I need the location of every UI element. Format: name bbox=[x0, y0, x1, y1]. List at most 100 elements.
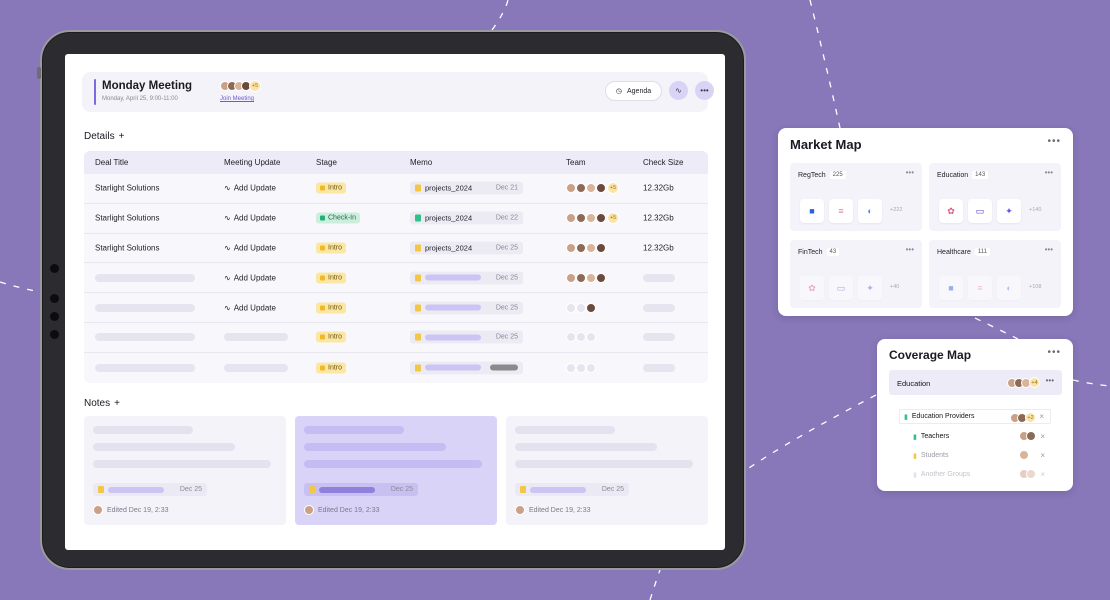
avatar bbox=[1026, 469, 1036, 479]
team-avatars[interactable] bbox=[566, 302, 596, 313]
more-options-button[interactable]: ••• bbox=[905, 168, 914, 177]
note-card-selected[interactable]: Dec 25 Edited Dec 19, 2:33 bbox=[295, 416, 497, 525]
note-file-tag[interactable]: Dec 25 bbox=[93, 483, 207, 496]
company-logo-icon[interactable]: ✦ bbox=[997, 199, 1021, 223]
more-options-button[interactable]: ••• bbox=[905, 245, 914, 254]
company-logo-icon[interactable]: ≡ bbox=[968, 276, 992, 300]
add-update-button[interactable]: ∿ Add Update bbox=[224, 303, 276, 312]
company-logo-icon[interactable]: ◐ bbox=[997, 276, 1021, 300]
company-logo-icon[interactable]: ✿ bbox=[800, 276, 824, 300]
coverage-group-education[interactable]: Education +4 ••• bbox=[889, 370, 1062, 395]
sector-regtech[interactable]: RegTech 225 ••• ■ ≡ ◐ +222 bbox=[790, 163, 922, 231]
more-options-button[interactable]: ••• bbox=[1047, 136, 1061, 147]
stage-badge[interactable]: Check-In bbox=[316, 212, 361, 224]
company-logo-icon[interactable]: ■ bbox=[800, 199, 824, 223]
close-icon[interactable]: × bbox=[1040, 432, 1045, 441]
skeleton-placeholder bbox=[425, 304, 481, 311]
column-header[interactable]: Memo bbox=[410, 158, 433, 167]
deal-title[interactable]: Starlight Solutions bbox=[95, 213, 160, 223]
sector-fintech[interactable]: FinTech 43 ••• ✿ ▭ ✦ +40 bbox=[790, 240, 922, 308]
company-logo-icon[interactable]: ≡ bbox=[829, 199, 853, 223]
camera-dot bbox=[50, 312, 59, 321]
more-options-button[interactable]: ••• bbox=[1044, 245, 1053, 254]
close-icon[interactable]: × bbox=[1040, 451, 1045, 460]
table-row[interactable]: ∿ Add Update Intro Dec 25 bbox=[84, 293, 708, 323]
sector-name: Education bbox=[937, 171, 969, 179]
column-header[interactable]: Check Size bbox=[643, 158, 684, 167]
add-update-button[interactable]: ∿ Add Update bbox=[224, 273, 276, 282]
note-card[interactable]: Dec 25 Edited Dec 19, 2:33 bbox=[506, 416, 708, 525]
activity-button[interactable]: ∿ bbox=[669, 81, 688, 100]
team-avatars[interactable]: +5 bbox=[566, 212, 619, 225]
company-logo-icon[interactable]: ✿ bbox=[939, 199, 963, 223]
memo-file[interactable]: Dec 25 bbox=[410, 301, 523, 315]
agenda-button[interactable]: ◷ Agenda bbox=[605, 81, 662, 101]
avatar bbox=[596, 183, 606, 194]
memo-file[interactable] bbox=[410, 361, 523, 375]
table-row[interactable]: ∿ Add Update Intro Dec 25 bbox=[84, 263, 708, 294]
avatar-placeholder bbox=[586, 362, 596, 373]
company-logo-icon[interactable]: ▭ bbox=[829, 276, 853, 300]
sector-name: Healthcare bbox=[937, 248, 971, 256]
coverage-item[interactable]: ▮ Education Providers +2 × bbox=[899, 409, 1051, 424]
more-options-button[interactable]: ••• bbox=[1047, 347, 1061, 358]
skeleton-placeholder bbox=[224, 333, 288, 342]
deal-title[interactable]: Starlight Solutions bbox=[95, 243, 160, 253]
avatar bbox=[576, 213, 586, 224]
table-row[interactable]: Starlight Solutions ∿ Add Update Check-In… bbox=[84, 204, 708, 234]
sector-healthcare[interactable]: Healthcare 111 ••• ■ ≡ ◐ +108 bbox=[929, 240, 1061, 308]
add-update-button[interactable]: ∿ Add Update bbox=[224, 243, 276, 252]
note-file-tag[interactable]: Dec 25 bbox=[515, 483, 629, 496]
deal-title[interactable]: Starlight Solutions bbox=[95, 183, 160, 193]
stage-badge[interactable]: Intro bbox=[316, 182, 347, 194]
add-note-button[interactable]: + bbox=[114, 398, 120, 409]
coverage-item[interactable]: ▮ Another Groups × bbox=[913, 467, 1051, 482]
attendee-avatars[interactable]: +5 bbox=[220, 80, 261, 92]
table-row[interactable]: Starlight Solutions ∿ Add Update Intro pr… bbox=[84, 174, 708, 204]
add-update-button[interactable]: ∿ Add Update bbox=[224, 214, 276, 223]
company-logo-icon[interactable]: ◐ bbox=[858, 199, 882, 223]
column-header[interactable]: Deal Title bbox=[95, 158, 129, 167]
stage-badge[interactable]: Intro bbox=[316, 362, 347, 374]
team-avatars[interactable]: +5 bbox=[566, 182, 619, 195]
column-header[interactable]: Team bbox=[566, 158, 586, 167]
skeleton-placeholder bbox=[643, 333, 675, 342]
column-header[interactable]: Meeting Update bbox=[224, 158, 281, 167]
more-options-button[interactable]: ••• bbox=[1045, 376, 1054, 385]
memo-file[interactable]: Dec 25 bbox=[410, 330, 523, 344]
memo-file[interactable]: projects_2024 Dec 21 bbox=[410, 181, 523, 195]
join-meeting-link[interactable]: Join Meeting bbox=[220, 96, 255, 102]
more-options-button[interactable]: ••• bbox=[1044, 168, 1053, 177]
memo-file[interactable]: Dec 25 bbox=[410, 271, 523, 285]
column-header[interactable]: Stage bbox=[316, 158, 337, 167]
company-logo-icon[interactable]: ■ bbox=[939, 276, 963, 300]
coverage-item[interactable]: ▮ Teachers × bbox=[913, 429, 1051, 444]
skeleton-placeholder bbox=[304, 443, 446, 451]
table-row[interactable]: Intro bbox=[84, 353, 708, 383]
more-options-button[interactable]: ••• bbox=[695, 81, 714, 100]
skeleton-placeholder bbox=[530, 486, 586, 493]
stage-badge[interactable]: Intro bbox=[316, 242, 347, 254]
add-update-button[interactable]: ∿ Add Update bbox=[224, 184, 276, 193]
table-row[interactable]: Starlight Solutions ∿ Add Update Intro pr… bbox=[84, 234, 708, 264]
company-logo-icon[interactable]: ✦ bbox=[858, 276, 882, 300]
memo-file[interactable]: projects_2024 Dec 25 bbox=[410, 241, 523, 255]
close-icon[interactable]: × bbox=[1039, 412, 1044, 421]
note-file-tag[interactable]: Dec 25 bbox=[304, 483, 418, 496]
file-icon bbox=[98, 486, 104, 493]
coverage-item[interactable]: ▮ Students × bbox=[913, 448, 1051, 463]
note-card[interactable]: Dec 25 Edited Dec 19, 2:33 bbox=[84, 416, 286, 525]
company-logo-icon[interactable]: ▭ bbox=[968, 199, 992, 223]
close-icon[interactable]: × bbox=[1040, 470, 1045, 479]
memo-file[interactable]: projects_2024 Dec 22 bbox=[410, 211, 523, 225]
meeting-time: Monday, April 25, 9:00-11:00 bbox=[102, 96, 178, 102]
stage-badge[interactable]: Intro bbox=[316, 272, 347, 284]
team-avatars[interactable] bbox=[566, 272, 606, 283]
group-avatars[interactable]: +4 bbox=[1007, 377, 1040, 388]
stage-badge[interactable]: Intro bbox=[316, 331, 347, 343]
stage-badge[interactable]: Intro bbox=[316, 302, 347, 314]
sector-education[interactable]: Education 143 ••• ✿ ▭ ✦ +140 bbox=[929, 163, 1061, 231]
table-row[interactable]: Intro Dec 25 bbox=[84, 323, 708, 353]
team-avatars[interactable] bbox=[566, 242, 606, 253]
add-detail-button[interactable]: + bbox=[118, 131, 125, 142]
